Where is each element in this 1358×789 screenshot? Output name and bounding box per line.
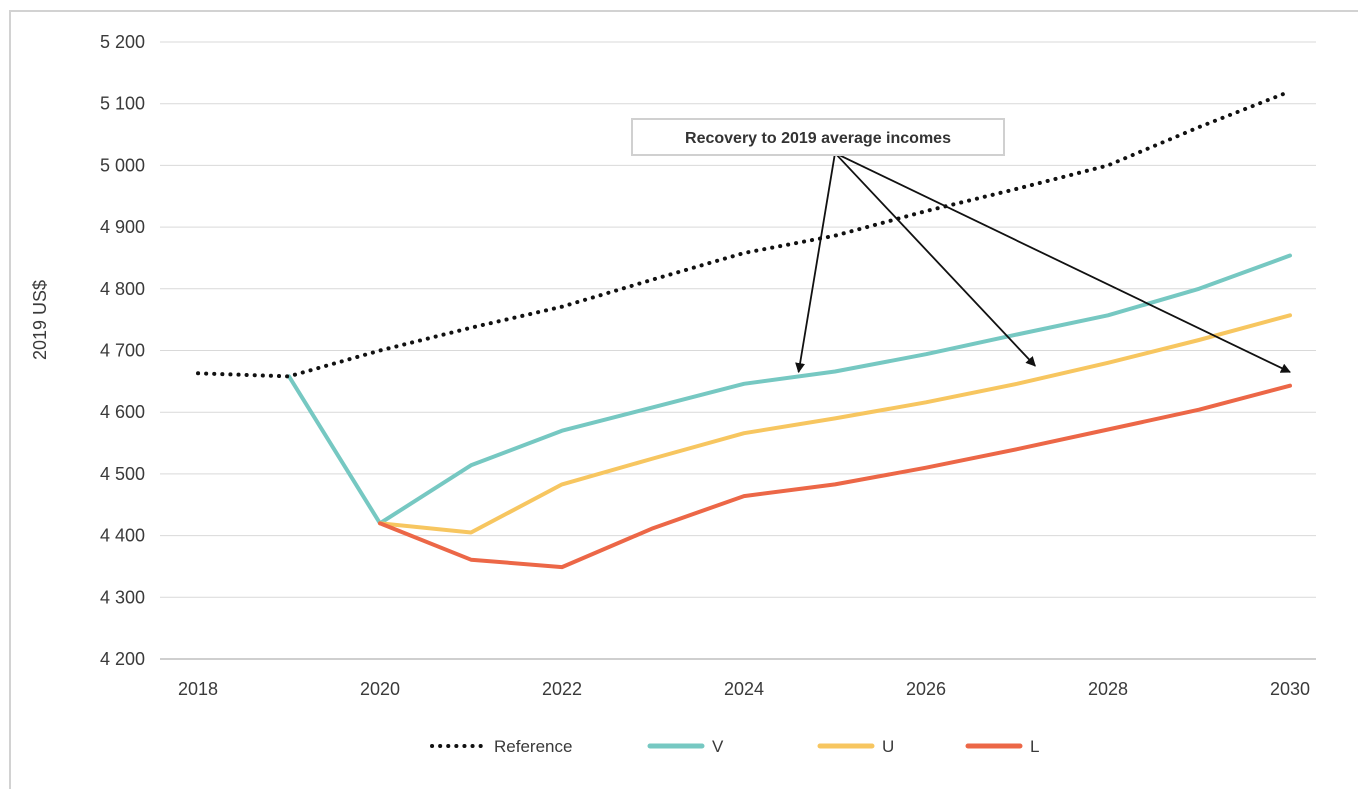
x-tick-label: 2018 (178, 679, 218, 699)
x-tick-label: 2020 (360, 679, 400, 699)
y-tick-label: 4 600 (100, 402, 145, 422)
annotation-text: Recovery to 2019 average incomes (685, 130, 951, 147)
x-axis-ticks: 2018 2020 2022 2024 2026 2028 2030 (178, 679, 1310, 699)
annotation-arrow (834, 152, 1291, 373)
y-tick-label: 5 200 (100, 32, 145, 52)
x-tick-label: 2026 (906, 679, 946, 699)
y-tick-label: 4 700 (100, 341, 145, 361)
annotation-arrow (795, 152, 836, 374)
series-line-u (378, 313, 1292, 535)
series-line-reference (196, 89, 1292, 379)
series-line-l (378, 383, 1292, 570)
x-tick-label: 2028 (1088, 679, 1128, 699)
gridlines (160, 41, 1316, 598)
legend-label-reference: Reference (494, 737, 572, 756)
annotation-box: Recovery to 2019 average incomes (631, 118, 1005, 156)
y-tick-label: 4 200 (100, 649, 145, 669)
y-tick-label: 5 000 (100, 155, 145, 175)
y-tick-label: 5 100 (100, 94, 145, 114)
series-layer (196, 89, 1292, 570)
x-tick-label: 2024 (724, 679, 764, 699)
y-tick-label: 4 400 (100, 526, 145, 546)
legend: Reference V U L (430, 737, 1039, 756)
chart-frame (9, 10, 1358, 789)
series-line-v (287, 253, 1292, 526)
y-tick-label: 4 300 (100, 587, 145, 607)
annotation-arrows (795, 152, 1291, 374)
annotation-arrow (834, 152, 1036, 367)
legend-label-u: U (882, 737, 894, 756)
x-tick-label: 2030 (1270, 679, 1310, 699)
legend-label-l: L (1030, 737, 1039, 756)
y-tick-label: 4 500 (100, 464, 145, 484)
y-axis-title: 2019 US$ (30, 280, 50, 360)
y-tick-label: 4 900 (100, 217, 145, 237)
y-tick-label: 4 800 (100, 279, 145, 299)
legend-label-v: V (712, 737, 724, 756)
y-axis-ticks: 4 200 4 300 4 400 4 500 4 600 4 700 4 800 4 900… (100, 32, 145, 669)
x-tick-label: 2022 (542, 679, 582, 699)
